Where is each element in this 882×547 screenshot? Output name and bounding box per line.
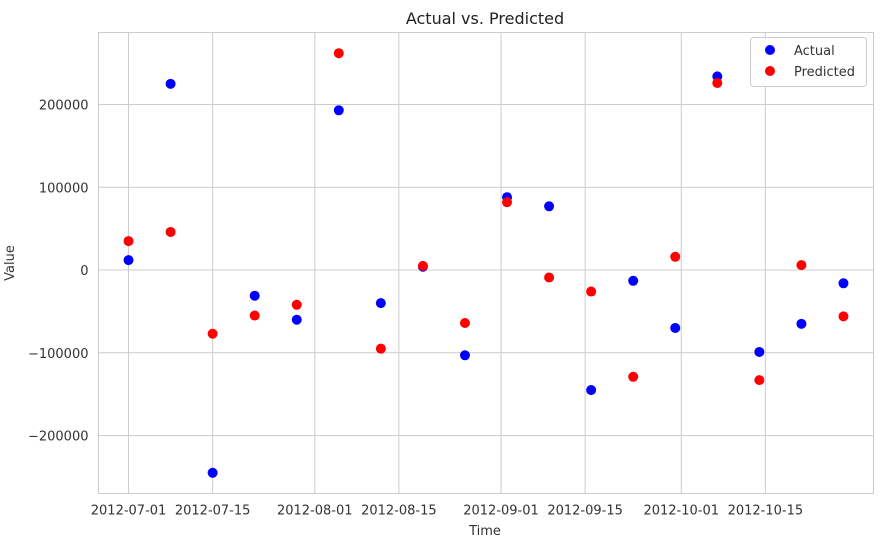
- chart-title: Actual vs. Predicted: [406, 9, 564, 28]
- y-axis: −200000 −100000 0 100000 200000: [28, 99, 89, 445]
- point-predicted: [123, 236, 134, 247]
- point-actual: [123, 255, 134, 266]
- point-actual: [586, 385, 597, 396]
- point-predicted: [291, 299, 302, 310]
- point-actual: [838, 278, 849, 289]
- point-actual: [754, 346, 765, 357]
- x-tick-label: 2012-10-15: [728, 504, 804, 519]
- x-tick-label: 2012-07-01: [91, 504, 167, 519]
- point-predicted: [796, 260, 807, 271]
- point-actual: [670, 322, 681, 333]
- point-predicted: [670, 251, 681, 262]
- y-tick-label: −200000: [28, 430, 89, 445]
- x-tick-label: 2012-10-01: [643, 504, 719, 519]
- point-predicted: [586, 286, 597, 297]
- legend-label-predicted: Predicted: [794, 65, 855, 80]
- point-predicted: [712, 77, 723, 88]
- x-tick-label: 2012-09-01: [463, 504, 539, 519]
- point-predicted: [375, 343, 386, 354]
- legend: Actual Predicted: [750, 37, 867, 87]
- y-tick-label: 100000: [39, 181, 89, 196]
- point-actual: [249, 290, 260, 301]
- x-axis: 2012-07-01 2012-07-15 2012-08-01 2012-08-15…: [91, 504, 803, 519]
- point-predicted: [249, 310, 260, 321]
- legend-label-actual: Actual: [794, 44, 835, 59]
- y-tick-label: 0: [80, 264, 88, 279]
- point-actual: [291, 314, 302, 325]
- point-predicted: [628, 371, 639, 382]
- point-actual: [207, 467, 218, 478]
- point-actual: [375, 298, 386, 309]
- y-axis-label: Value: [3, 245, 18, 281]
- x-tick-label: 2012-09-15: [547, 504, 623, 519]
- point-predicted: [207, 328, 218, 339]
- point-predicted: [333, 48, 344, 59]
- point-actual: [165, 78, 176, 89]
- x-tick-label: 2012-08-01: [277, 504, 353, 519]
- point-actual: [333, 105, 344, 116]
- legend-box: [750, 37, 867, 87]
- legend-marker-actual: [765, 45, 775, 55]
- x-tick-label: 2012-08-15: [361, 504, 437, 519]
- y-tick-label: 200000: [39, 99, 89, 114]
- x-axis-label: Time: [468, 524, 501, 539]
- point-predicted: [417, 260, 428, 271]
- point-predicted: [754, 375, 765, 386]
- point-actual: [544, 201, 555, 212]
- point-predicted: [165, 226, 176, 237]
- point-predicted: [838, 311, 849, 322]
- point-actual: [459, 350, 470, 361]
- point-actual: [796, 318, 807, 329]
- data-points: [123, 48, 849, 478]
- plot-frame: [98, 32, 874, 494]
- legend-marker-predicted: [765, 66, 775, 76]
- point-predicted: [502, 197, 513, 208]
- point-predicted: [544, 272, 555, 283]
- grid: [98, 32, 874, 494]
- y-tick-label: −100000: [28, 347, 89, 362]
- point-predicted: [459, 318, 470, 329]
- point-actual: [628, 275, 639, 286]
- x-tick-label: 2012-07-15: [175, 504, 251, 519]
